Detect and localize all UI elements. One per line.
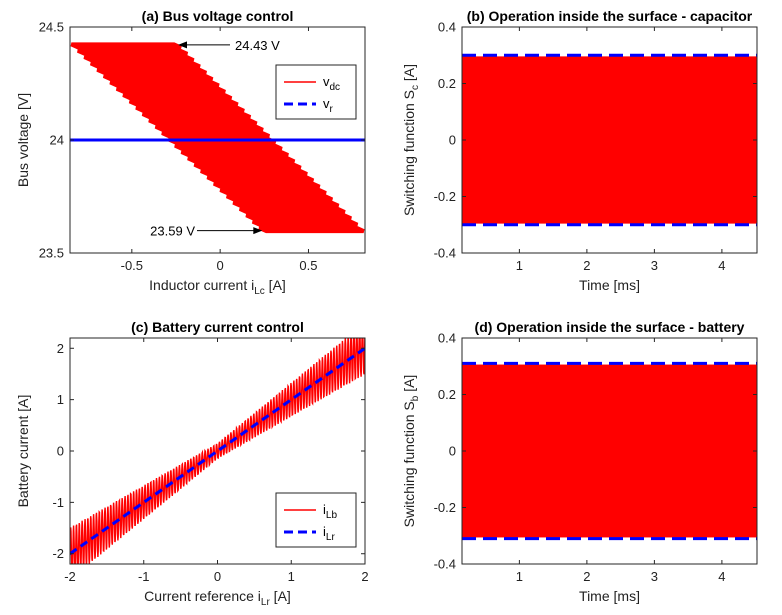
legend-box [275,492,357,548]
annotation-bottom: 23.59 V [150,224,195,239]
y-tick-label: -0.4 [434,557,456,572]
x-tick-label: 1 [516,569,523,584]
x-tick-label: -0.5 [121,258,143,273]
vdc-band [70,42,365,234]
legend-label-1: vr [323,96,334,115]
x-tick-label: 4 [718,569,725,584]
x-tick-label: -2 [64,569,76,584]
x-tick-label: 0 [217,258,224,273]
x-axis-label: Inductor current iLc [A] [149,277,286,297]
annotation-arrowhead-top [177,41,187,49]
x-tick-label: 0 [214,569,221,584]
plot-area-a [70,42,365,234]
y-axis-label: Battery current [A] [15,395,31,508]
y-tick-label: 23.5 [39,246,64,261]
x-axis-label: Time [ms] [579,277,640,293]
y-tick-label: 0 [57,444,64,459]
x-tick-label: 2 [583,569,590,584]
x-tick-label: 3 [651,258,658,273]
ilr-line [70,347,365,555]
y-tick-label: 24.5 [39,20,64,35]
y-axis-label: Switching function Sb [A] [401,375,421,528]
y-tick-label: 24 [50,133,64,148]
y-tick-label: 0.2 [438,387,456,402]
x-tick-label: 1 [288,569,295,584]
y-tick-label: 0.4 [438,331,456,346]
ilb-trace [70,338,365,564]
switching-band [462,364,757,538]
x-tick-label: 2 [361,569,368,584]
legend-box [275,64,357,120]
chart-title: (b) Operation inside the surface - capac… [467,8,753,24]
y-tick-label: -2 [52,546,64,561]
annotation-top: 24.43 V [235,38,280,53]
x-axis-label: Current reference iLr [A] [144,588,291,608]
panel-d: 1 2 3 4 -0.4 -0.2 0 0.2 0.4 (d) Operation inside … [401,319,758,604]
legend-label-0: iLb [323,502,337,521]
plot-area-d [462,361,757,541]
y-tick-label: -0.4 [434,246,456,261]
y-tick-label: 0.2 [438,76,456,91]
y-axis-label: Bus voltage [V] [15,93,31,187]
panel-c: -2 -1 0 1 2 -2 -1 0 1 2 (c) Battery current contro… [15,319,369,608]
panel-a: -0.5 0 0.5 23.5 24 24.5 (a) Bus voltage contro… [15,8,366,297]
switching-band [462,56,757,224]
y-tick-label: -1 [52,495,64,510]
chart-title: (d) Operation inside the surface - batte… [475,319,745,335]
annotation-arrowhead-bottom [253,227,263,235]
y-tick-label: 2 [57,341,64,356]
legend: iLb iLr [275,492,357,548]
x-tick-label: -1 [138,569,150,584]
y-axis-label: Switching function Sc [A] [401,64,421,216]
chart-title: (a) Bus voltage control [142,8,294,24]
plot-area-c [70,338,365,564]
plot-area-b [462,53,757,227]
panel-b: 1 2 3 4 -0.4 -0.2 0 0.2 0.4 (b) Operation inside … [401,8,758,293]
legend-label-1: iLr [323,524,335,543]
x-tick-label: 3 [651,569,658,584]
x-tick-label: 2 [583,258,590,273]
y-tick-label: -0.2 [434,189,456,204]
x-tick-label: 0.5 [299,258,317,273]
legend-label-0: vdc [323,74,340,93]
x-axis-label: Time [ms] [579,588,640,604]
x-tick-label: 1 [516,258,523,273]
legend: vdc vr [275,64,357,120]
x-tick-label: 4 [718,258,725,273]
y-tick-label: -0.2 [434,500,456,515]
y-tick-label: 0 [449,133,456,148]
y-tick-label: 0.4 [438,20,456,35]
chart-title: (c) Battery current control [131,319,304,335]
y-tick-label: 0 [449,444,456,459]
y-tick-label: 1 [57,392,64,407]
